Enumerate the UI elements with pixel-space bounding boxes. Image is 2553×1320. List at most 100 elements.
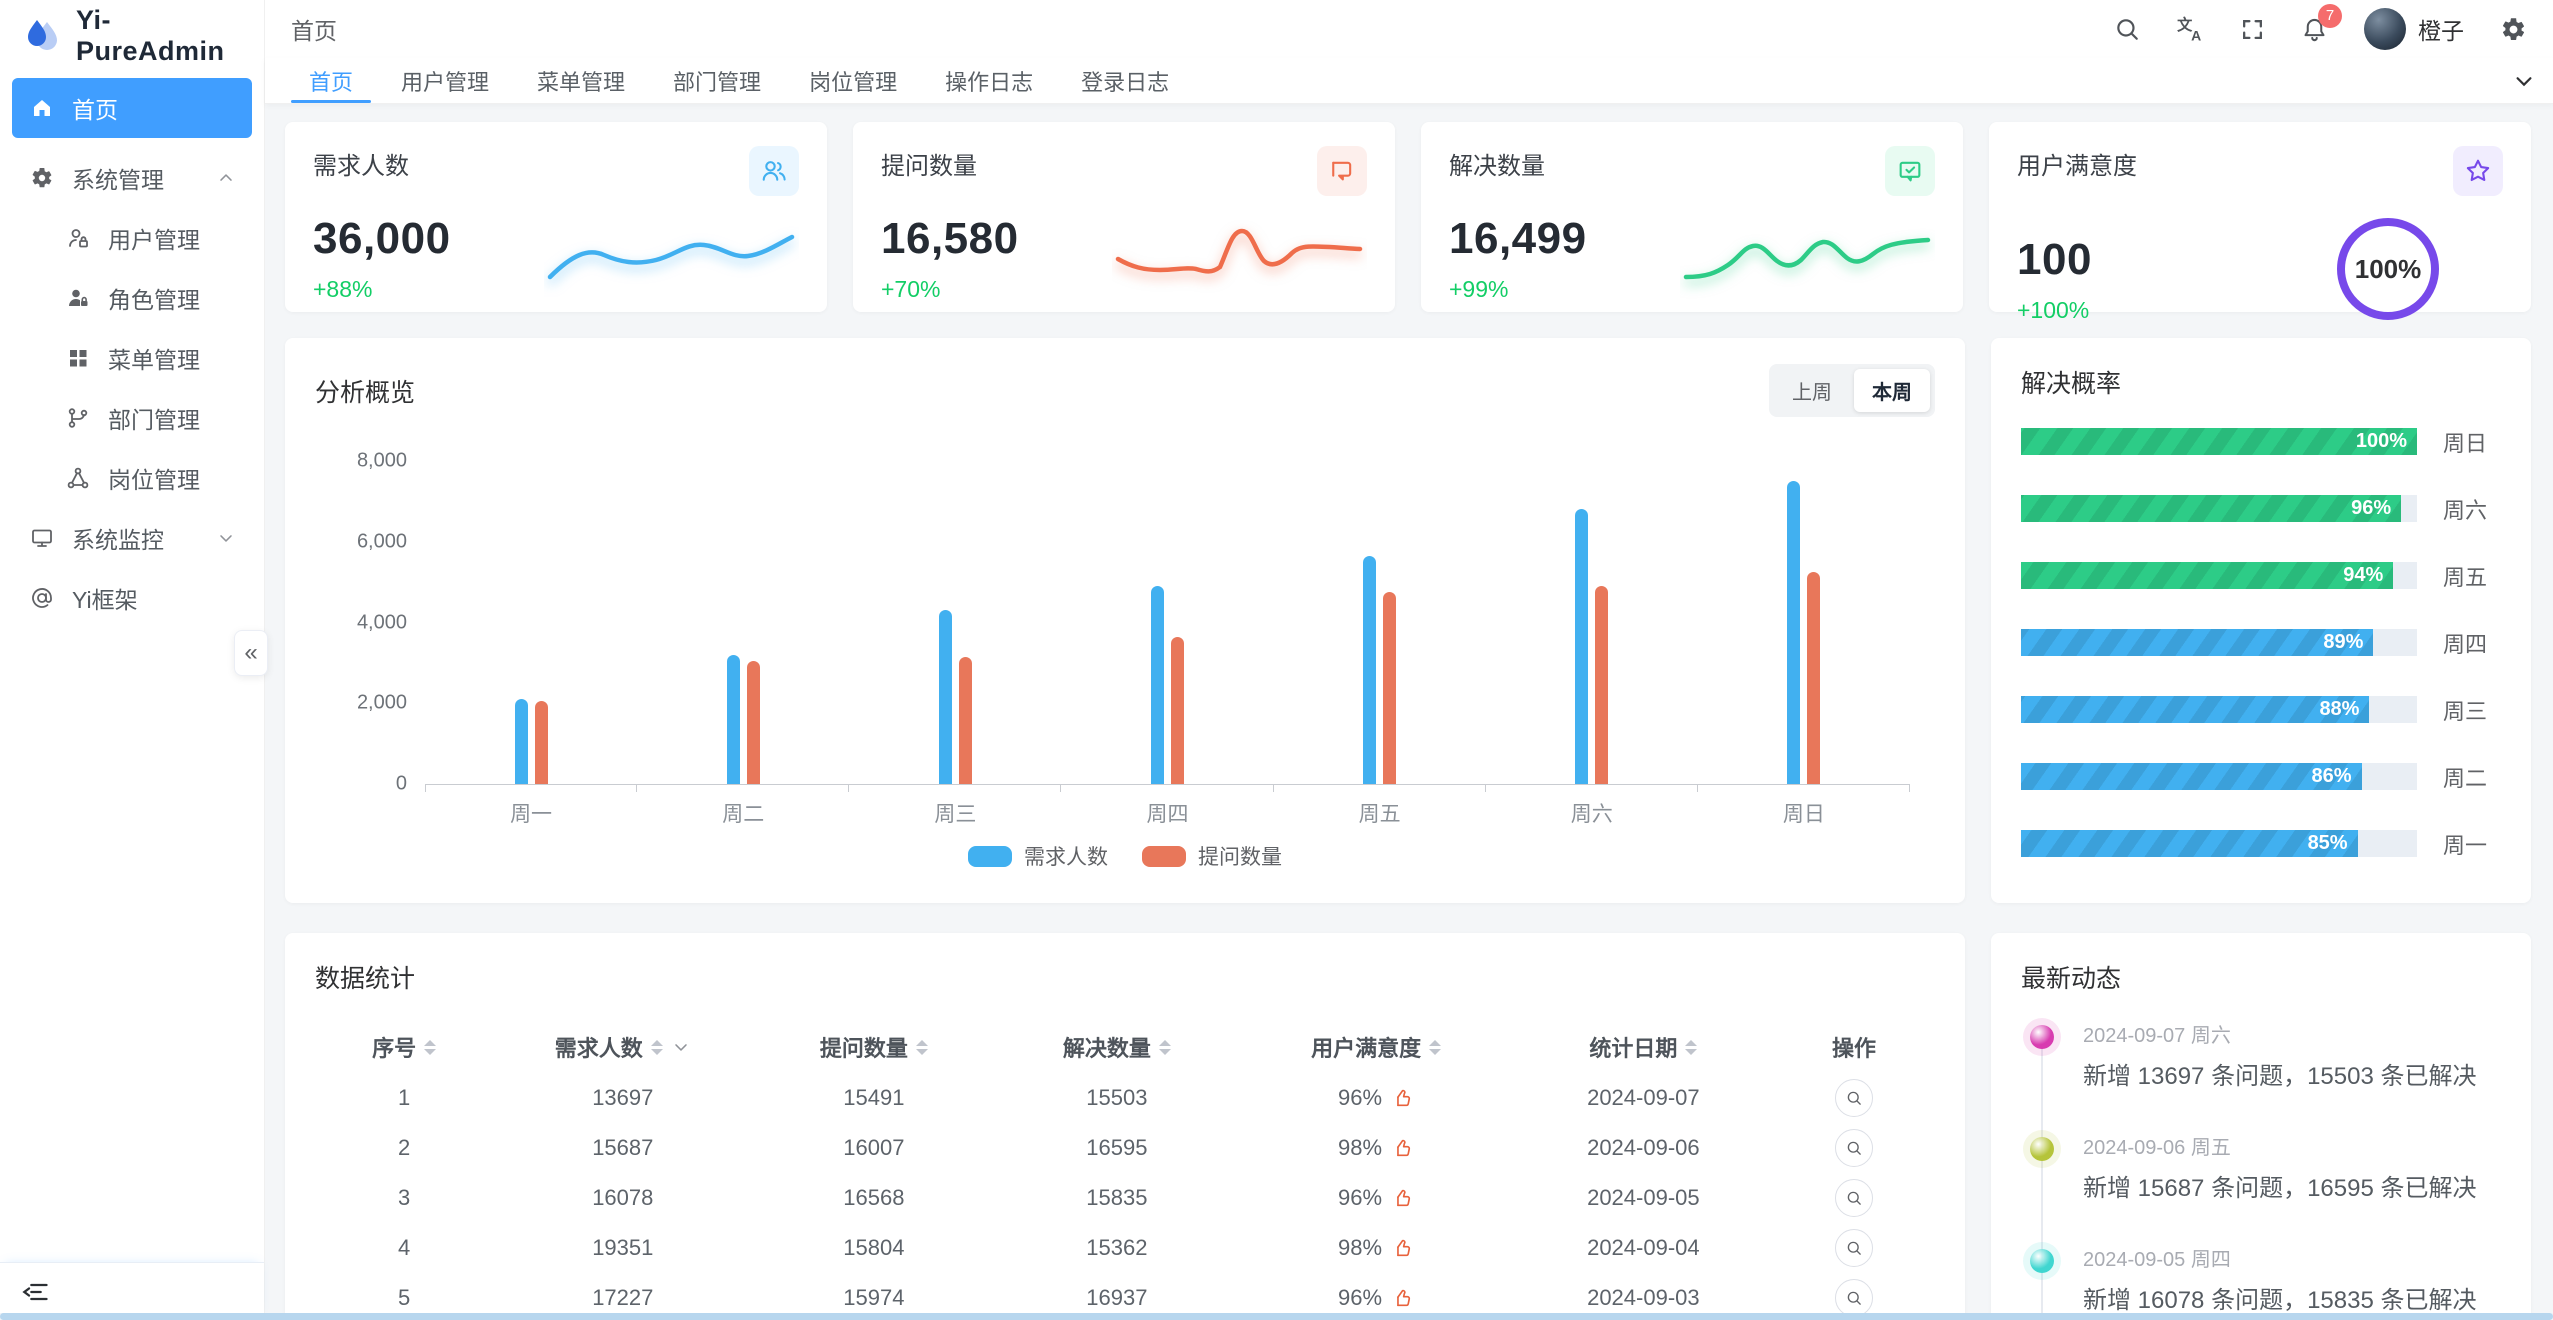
topbar: 首页 文 A 7 <box>265 0 2553 58</box>
tab-item[interactable]: 部门管理 <box>673 69 762 95</box>
sidebar-item[interactable]: 角色管理 <box>12 268 252 328</box>
column-label: 需求人数 <box>554 1036 643 1061</box>
data-statistics-title: 数据统计 <box>315 965 416 993</box>
breadcrumb[interactable]: 首页 <box>291 18 337 44</box>
cell-solved: 16937 <box>1086 1285 1148 1310</box>
news-text: 新增 15687 条问题，16595 条已解决 <box>2083 1175 2477 1202</box>
logo[interactable]: Yi-PureAdmin <box>0 0 264 72</box>
news-text: 新增 13697 条问题，15503 条已解决 <box>2083 1063 2477 1090</box>
sidebar-item[interactable]: 用户管理 <box>12 208 252 268</box>
menu-fold-icon[interactable] <box>22 1278 50 1306</box>
satisfaction-ring: 100% <box>2333 214 2443 324</box>
sidebar-item[interactable]: 菜单管理 <box>12 328 252 388</box>
table-column-header[interactable]: 解决数量 <box>995 1031 1238 1063</box>
tab-item[interactable]: 用户管理 <box>401 69 490 95</box>
stat-value: 16,580 <box>881 214 1019 263</box>
stat-card-title: 提问数量 <box>881 153 977 180</box>
stat-card: 解决数量 16,499 +99% <box>1421 122 1963 312</box>
tabs-bar: 首页 用户管理 菜单管理 部门管理 岗位管理 操作日志 登录日志 <box>265 58 2553 104</box>
sidebar-item[interactable]: 系统监控 <box>12 508 252 568</box>
table-row: 2 15687 16007 16595 98% 2024-09-06 <box>315 1123 1935 1173</box>
row-view-button[interactable] <box>1834 1279 1873 1317</box>
ring-percent-label: 100% <box>2354 253 2422 284</box>
sidebar-collapse-handle[interactable]: « <box>234 630 268 676</box>
bar-question <box>1807 572 1821 784</box>
solve-rate-list: 100% 周日 96% 周六 94% 周五 89% 周四 88% 周三 86% 周二 85% 周一 <box>2021 408 2501 877</box>
sidebar-item[interactable]: 部门管理 <box>12 388 252 448</box>
tab-item[interactable]: 操作日志 <box>945 69 1034 95</box>
column-label: 解决数量 <box>1062 1036 1151 1061</box>
tab-item[interactable]: 登录日志 <box>1081 69 1170 95</box>
row-view-button[interactable] <box>1834 1079 1873 1117</box>
solve-rate-card: 解决概率 100% 周日 96% 周六 94% 周五 89% 周四 88% 周三 86% 周二 85% 周… <box>1991 338 2531 903</box>
table-column-header[interactable]: 用户满意度 <box>1238 1031 1513 1063</box>
cell-question: 15804 <box>843 1235 905 1260</box>
tabs-more-chevron-down-icon[interactable] <box>2513 58 2535 103</box>
row-view-button[interactable] <box>1834 1179 1873 1217</box>
table-column-header[interactable]: 提问数量 <box>752 1031 995 1063</box>
week-toggle-option[interactable]: 本周 <box>1854 369 1930 412</box>
analysis-overview-title: 分析概览 <box>315 378 416 407</box>
magnifier-icon <box>1845 1289 1863 1307</box>
sort-carets-icon[interactable] <box>1429 1039 1442 1055</box>
cell-question: 16007 <box>843 1135 905 1160</box>
satisfaction-value: 98% <box>1338 1235 1383 1260</box>
sidebar-item[interactable]: 岗位管理 <box>12 448 252 508</box>
sort-carets-icon[interactable] <box>424 1039 437 1055</box>
thumb-up-icon <box>1392 1087 1414 1109</box>
legend-item[interactable]: 提问数量 <box>1142 841 1282 871</box>
legend-item[interactable]: 需求人数 <box>968 841 1108 871</box>
row-view-button[interactable] <box>1834 1129 1873 1167</box>
solve-rate-day-label: 周二 <box>2443 765 2488 791</box>
horizontal-scrollbar[interactable] <box>0 1313 2553 1320</box>
search-icon[interactable] <box>2114 16 2140 42</box>
fullscreen-icon[interactable] <box>2240 17 2265 42</box>
sidebar-menu: 首页系统管理 用户管理 角色管理 菜单管理 部门管理 岗位管理 系统监控 Yi框架 <box>0 72 264 1262</box>
cell-no: 3 <box>397 1185 411 1210</box>
tab-item[interactable]: 岗位管理 <box>809 69 898 95</box>
satisfaction-value: 96% <box>1338 1185 1383 1210</box>
sort-carets-icon[interactable] <box>650 1039 663 1055</box>
sidebar-item-label: Yi框架 <box>72 587 138 613</box>
cell-question: 15974 <box>843 1285 905 1310</box>
solve-rate-day-label: 周三 <box>2443 698 2488 724</box>
sidebar-item[interactable]: 首页 <box>12 78 252 138</box>
sidebar: Yi-PureAdmin 首页系统管理 用户管理 角色管理 菜单管理 部门管理 岗位管理系… <box>0 0 268 1320</box>
row-view-button[interactable] <box>1834 1229 1873 1267</box>
week-toggle-option[interactable]: 上周 <box>1792 382 1832 404</box>
timeline-line <box>2041 1037 2043 1320</box>
gear-icon[interactable] <box>2500 16 2527 43</box>
sort-carets-icon[interactable] <box>915 1039 928 1055</box>
grid-icon <box>66 346 90 370</box>
sort-carets-icon[interactable] <box>1158 1039 1171 1055</box>
bar-question <box>534 701 548 784</box>
satisfaction-value: 96% <box>1338 1285 1383 1310</box>
table-column-header[interactable]: 需求人数 <box>493 1031 752 1063</box>
topbar-actions: 文 A 7 橙子 <box>2114 3 2527 50</box>
x-axis-tick-label: 周一 <box>510 803 553 826</box>
translate-icon[interactable]: 文 A <box>2176 15 2204 43</box>
tab-item[interactable]: 首页 <box>285 58 377 103</box>
sparkline-chart <box>1680 215 1935 303</box>
table-column-header: 操作 <box>1773 1031 1935 1063</box>
solve-rate-row: 96% 周六 <box>2021 493 2501 525</box>
bar-group <box>425 461 638 792</box>
table-column-header[interactable]: 序号 <box>315 1031 493 1063</box>
satisfaction-value: 96% <box>1338 1085 1383 1110</box>
sidebar-item[interactable]: 系统管理 <box>12 148 252 208</box>
sidebar-item[interactable]: Yi框架 <box>12 568 252 628</box>
timeline-dot-icon <box>2030 1249 2054 1273</box>
column-filter-chevron-icon[interactable] <box>671 1037 691 1057</box>
bar-question <box>1383 592 1397 784</box>
progress-fill: 94% <box>2021 562 2394 589</box>
solve-rate-row: 86% 周二 <box>2021 761 2501 793</box>
bar-group <box>1061 461 1274 792</box>
table-column-header[interactable]: 统计日期 <box>1514 1031 1773 1063</box>
bar-demand <box>1363 555 1377 784</box>
tab-item[interactable]: 菜单管理 <box>537 69 626 95</box>
bell-icon[interactable]: 7 <box>2301 3 2342 43</box>
user-menu[interactable]: 橙子 <box>2364 8 2464 50</box>
bar-question <box>1170 636 1184 784</box>
at-icon <box>30 586 54 610</box>
sort-carets-icon[interactable] <box>1685 1039 1698 1055</box>
